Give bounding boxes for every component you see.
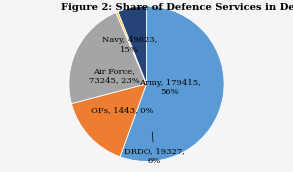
Text: Air Force,
73245, 23%: Air Force, 73245, 23%: [88, 67, 139, 85]
Wedge shape: [71, 84, 146, 157]
Text: Navy, 49623,
15%: Navy, 49623, 15%: [102, 36, 157, 54]
Text: Figure 2: Share of Defence Services in Defence Budget 2020-21: Figure 2: Share of Defence Services in D…: [61, 3, 293, 12]
Wedge shape: [116, 12, 146, 84]
Text: OFs, 1443, 0%: OFs, 1443, 0%: [91, 106, 153, 114]
Text: Army, 179415,
56%: Army, 179415, 56%: [139, 79, 201, 96]
Text: DRDO, 19327,
6%: DRDO, 19327, 6%: [124, 132, 185, 165]
Wedge shape: [69, 12, 146, 104]
Wedge shape: [118, 6, 146, 84]
Wedge shape: [120, 6, 224, 162]
